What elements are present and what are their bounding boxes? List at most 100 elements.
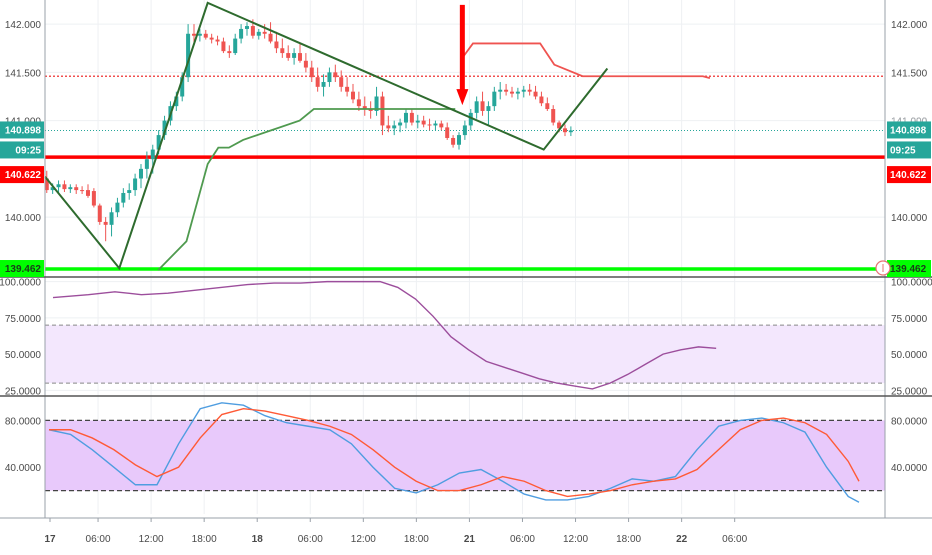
price-tick-label-left: 141.500 [5,68,42,79]
stoch-tick-label-right: 40.0000 [891,463,928,474]
candle-down [539,96,544,104]
price-tick-label-right: 140.000 [891,213,928,224]
zigzag-trend-line [44,1,609,271]
candle-up [121,192,126,203]
candle-up [433,123,438,126]
candle-down [191,33,196,36]
rsi-tick-label-left: 25.0000 [5,386,42,397]
candle-down [44,178,49,191]
candle-down [386,125,391,129]
candle-up [256,31,261,36]
candle-down [339,77,344,87]
candle-down [509,91,514,94]
time-tick-label: 06:00 [86,534,111,545]
candle-down [221,41,226,52]
candle-down [350,91,355,100]
candle-up [568,130,573,133]
current-price-tag-right: 140.898 [887,121,931,139]
countdown-tag-right-box [887,141,931,159]
candle-down [280,48,285,54]
candle-down [533,91,538,97]
candle-down [427,124,432,126]
candle-up [321,82,326,87]
candle-up [144,159,149,169]
rsi-line [52,280,717,390]
candle-up [115,202,120,213]
candle-down [480,101,485,111]
rsi-band [45,325,885,384]
candle-up [162,120,167,136]
green-level-tag-right: 139.462 [887,260,931,278]
candle-up [521,89,526,92]
red-level-tag-left: 140.622 [0,166,44,184]
candle-down [345,86,350,92]
candle-down [303,60,308,68]
candle-down [85,190,90,196]
candle-up [292,53,297,58]
candle-up [492,91,497,107]
candle-up [392,125,397,129]
candle-up [239,28,244,39]
stoch-tick-label-right: 80.0000 [891,416,928,427]
candle-down [62,184,67,190]
candle-up [156,135,161,150]
candle-up [233,38,238,54]
candle-down [451,137,456,145]
candle-up [398,122,403,126]
candle-down [315,77,320,87]
stoch-band [45,420,885,491]
time-tick-label: 18:00 [404,534,429,545]
candle-down [551,109,556,123]
candle-down [286,53,291,58]
candle-down [527,89,532,92]
candle-up [515,91,520,94]
rsi-tick-label-left: 50.0000 [5,350,42,361]
time-tick-label: 22 [676,534,688,545]
time-tick-label: 18:00 [616,534,641,545]
candle-down [250,26,255,36]
candle-down [333,72,338,78]
time-tick-label: 21 [464,534,476,545]
candle-up [403,112,408,123]
current-price-tag-right-box [887,121,931,139]
rsi-tick-label-right: 100.0000 [891,278,932,289]
rsi-tick-label-left: 75.0000 [5,314,42,325]
candle-down [274,41,279,49]
current-price-tag-left-text: 140.898 [5,125,42,136]
candle-up [327,72,332,83]
red-level-tag-left-text: 140.622 [5,170,42,181]
candle-down [80,190,85,192]
trailing-stop-down-line [461,42,711,80]
time-tick-label: 12:00 [563,534,588,545]
stoch-k-line [48,402,860,503]
red-level-tag-right-box [887,166,931,184]
candle-up [468,112,473,126]
time-tick-label: 12:00 [139,534,164,545]
price-tick-label-right: 142.000 [891,20,928,31]
candle-up [456,135,461,145]
candle-down [103,221,108,225]
candle-down [209,37,214,40]
time-tick-label: 06:00 [298,534,323,545]
red-level-tag-right-text: 140.622 [890,170,927,181]
candle-down [297,53,302,61]
candle-down [215,39,220,42]
candle-up [186,33,191,78]
stoch-tick-label-left: 80.0000 [5,416,42,427]
candle-up [197,33,202,36]
candle-up [415,120,420,123]
stoch-tick-label-left: 40.0000 [5,463,42,474]
time-tick-label: 06:00 [510,534,535,545]
candle-down [203,33,208,38]
candle-down [421,120,426,125]
time-tick-label: 06:00 [722,534,747,545]
candle-up [133,178,138,191]
sell-arrow-head-icon [456,89,469,106]
current-price-tag-right-text: 140.898 [890,125,927,136]
candle-down [545,103,550,110]
candle-up [138,168,143,179]
green-level-tag-left-box [0,260,44,278]
time-tick-label: 18:00 [192,534,217,545]
